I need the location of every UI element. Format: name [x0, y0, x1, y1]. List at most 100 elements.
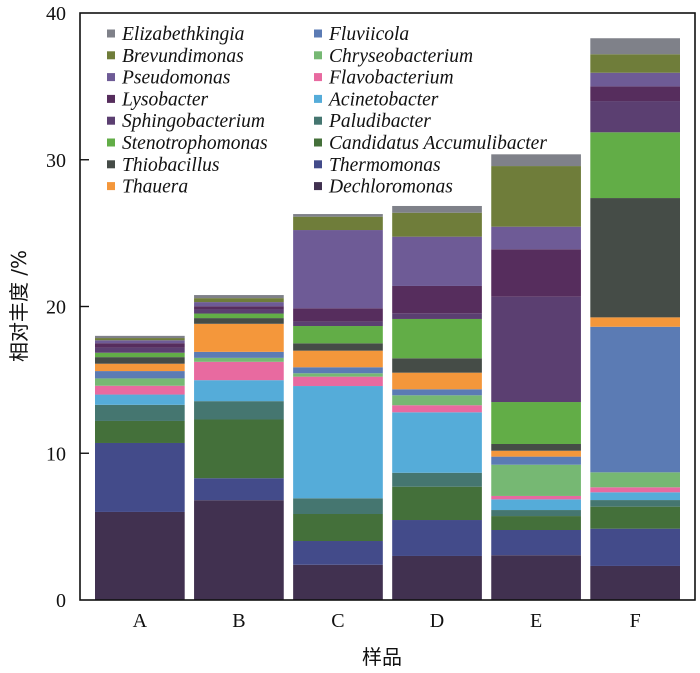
bar-segment-d-sphingobacterium	[392, 313, 482, 319]
y-tick-label-30: 30	[46, 150, 66, 172]
legend-label: Thauera	[122, 177, 188, 198]
bar-stack-d	[392, 205, 482, 600]
bar-segment-e-stenotrophomonas	[491, 402, 581, 444]
bar-segment-b-candidatus-accumulibacter	[194, 419, 284, 479]
legend-label: Acinetobacter	[327, 89, 439, 110]
bar-segment-e-thiobacillus	[491, 444, 581, 451]
legend-swatch	[107, 29, 115, 38]
y-tick-label-10: 10	[46, 443, 66, 465]
bar-segment-f-candidatus-accumulibacter	[590, 506, 680, 529]
legend-label: Chryseobacterium	[329, 46, 473, 67]
x-tick-label-f: F	[630, 610, 641, 632]
bar-segment-e-brevundimonas	[491, 166, 581, 227]
legend-swatch	[107, 73, 115, 82]
bar-stack-a	[95, 335, 185, 600]
bar-segment-b-thauera	[194, 323, 284, 352]
bar-segment-b-thiobacillus	[194, 318, 284, 324]
x-tick-label-e: E	[530, 610, 542, 632]
bar-segment-c-brevundimonas	[293, 216, 383, 231]
bar-segment-d-thermomonas	[392, 520, 482, 556]
bar-segment-d-chryseobacterium	[392, 395, 482, 406]
bar-segment-b-thermomonas	[194, 478, 284, 501]
legend-swatch	[107, 160, 115, 169]
bar-segment-f-flavobacterium	[590, 487, 680, 493]
bar-segment-f-pseudomonas	[590, 72, 680, 87]
bar-segment-e-candidatus-accumulibacter	[491, 516, 581, 530]
legend-swatch	[314, 94, 322, 103]
legend-swatch	[107, 94, 115, 103]
bar-segment-e-chryseobacterium	[491, 464, 581, 496]
bar-segment-d-fluviicola	[392, 389, 482, 396]
bar-segment-a-thiobacillus	[95, 357, 185, 364]
bar-segment-c-thauera	[293, 350, 383, 368]
bar-segment-f-fluviicola	[590, 326, 680, 473]
bar-segment-e-pseudomonas	[491, 226, 581, 250]
bar-segment-d-paludibacter	[392, 472, 482, 487]
bar-segment-d-flavobacterium	[392, 405, 482, 413]
bar-segment-b-brevundimonas	[194, 298, 284, 303]
bar-stack-e	[491, 154, 581, 600]
bar-stack-c	[293, 214, 383, 600]
bar-segment-c-flavobacterium	[293, 376, 383, 387]
legend-item-thiobacillus: Thiobacillus	[107, 155, 220, 176]
legend-label: Thiobacillus	[122, 155, 220, 176]
legend-swatch	[107, 182, 115, 191]
legend-label: Flavobacterium	[328, 68, 454, 89]
bar-segment-b-acinetobacter	[194, 380, 284, 402]
legend-label: Stenotrophomonas	[122, 133, 268, 154]
bar-segment-b-paludibacter	[194, 401, 284, 420]
bar-segment-c-lysobacter	[293, 308, 383, 322]
x-tick-label-a: A	[133, 610, 148, 632]
bar-segment-f-stenotrophomonas	[590, 132, 680, 199]
bar-segment-b-dechloromonas	[194, 500, 284, 600]
legend-item-thermomonas: Thermomonas	[314, 155, 441, 176]
bar-segment-a-stenotrophomonas	[95, 352, 185, 358]
bar-segment-d-thiobacillus	[392, 358, 482, 373]
bar-segment-a-dechloromonas	[95, 511, 185, 600]
bar-segment-c-pseudomonas	[293, 230, 383, 309]
bar-segment-a-sphingobacterium	[95, 347, 185, 353]
bar-segment-f-thiobacillus	[590, 198, 680, 318]
bar-segment-a-chryseobacterium	[95, 378, 185, 386]
legend-label: Pseudomonas	[121, 68, 230, 89]
legend-swatch	[314, 138, 322, 147]
legend-item-lysobacter: Lysobacter	[107, 89, 208, 110]
bar-segment-b-flavobacterium	[194, 361, 284, 381]
bar-segment-a-thermomonas	[95, 442, 185, 512]
bar-segment-f-chryseobacterium	[590, 472, 680, 488]
legend-swatch	[314, 182, 322, 191]
bar-segment-f-elizabethkingia	[590, 38, 680, 55]
x-tick-label-d: D	[430, 610, 444, 632]
bar-segment-b-chryseobacterium	[194, 357, 284, 362]
bar-segment-c-acinetobacter	[293, 386, 383, 499]
bar-segment-d-lysobacter	[392, 285, 482, 314]
legend-label: Lysobacter	[121, 89, 208, 110]
bar-segment-d-candidatus-accumulibacter	[392, 486, 482, 521]
legend: ElizabethkingiaBrevundimonasPseudomonasL…	[107, 24, 547, 198]
legend-swatch	[314, 116, 322, 125]
bar-segment-e-flavobacterium	[491, 495, 581, 500]
bar-segment-e-fluviicola	[491, 456, 581, 465]
bar-segment-c-candidatus-accumulibacter	[293, 514, 383, 541]
bar-segment-f-brevundimonas	[590, 54, 680, 73]
bar-segment-b-pseudomonas	[194, 302, 284, 307]
legend-swatch	[107, 116, 115, 125]
legend-label: Dechloromonas	[328, 177, 453, 198]
legend-label: Thermomonas	[329, 155, 441, 176]
bar-segment-d-stenotrophomonas	[392, 318, 482, 359]
legend-item-paludibacter: Paludibacter	[314, 111, 431, 132]
bar-segment-e-acinetobacter	[491, 499, 581, 511]
bar-segment-d-acinetobacter	[392, 412, 482, 473]
x-axis-title: 样品	[362, 645, 402, 669]
bar-segment-a-thauera	[95, 363, 185, 372]
y-axis-ticks: 0 10 20 30 40	[46, 3, 89, 612]
bar-segment-e-lysobacter	[491, 249, 581, 297]
bar-segment-f-thermomonas	[590, 528, 680, 566]
x-tick-label-b: B	[232, 610, 245, 632]
legend-item-pseudomonas: Pseudomonas	[107, 68, 230, 89]
bar-segment-e-thermomonas	[491, 530, 581, 556]
legend-swatch	[107, 51, 115, 60]
legend-item-stenotrophomonas: Stenotrophomonas	[107, 133, 268, 154]
legend-item-sphingobacterium: Sphingobacterium	[107, 111, 265, 132]
